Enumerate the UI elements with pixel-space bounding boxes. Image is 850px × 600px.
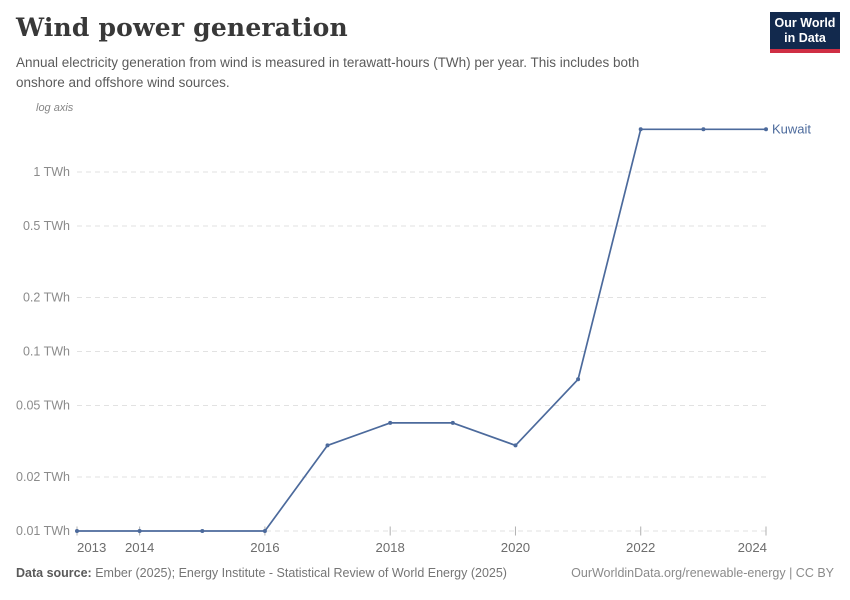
chart-subtitle-line1: Annual electricity generation from wind … (16, 55, 640, 70)
x-axis-tick-label: 2018 (376, 540, 405, 555)
data-point-2018[interactable] (388, 420, 393, 425)
y-axis-tick-label: 0.1 TWh (23, 345, 70, 359)
chart-footer: Data source: Ember (2025); Energy Instit… (16, 566, 834, 580)
x-axis-tick-label: 2020 (501, 540, 530, 555)
x-axis-tick-label: 2016 (250, 540, 279, 555)
chart-subtitle: Annual electricity generation from wind … (16, 53, 726, 93)
data-point-2024[interactable] (764, 127, 768, 132)
y-axis-tick-label: 0.2 TWh (23, 291, 70, 305)
data-source-label: Data source: (16, 566, 92, 580)
log-axis-note: log axis (36, 102, 74, 114)
data-source-note: Data source: Ember (2025); Energy Instit… (16, 566, 507, 580)
page-title: Wind power generation (16, 13, 348, 42)
data-point-2019[interactable] (450, 420, 455, 425)
y-axis-tick-label: 0.05 TWh (16, 399, 70, 413)
data-point-2023[interactable] (701, 127, 706, 132)
y-axis-tick-label: 0.5 TWh (23, 219, 70, 233)
owid-logo-line1: Our World (774, 16, 836, 30)
x-axis-tick-label: 2024 (738, 540, 767, 555)
y-axis-tick-label: 0.01 TWh (16, 524, 70, 538)
data-point-2016[interactable] (262, 529, 267, 533)
owid-url-license-link[interactable]: OurWorldinData.org/renewable-energy | CC… (571, 566, 834, 580)
x-axis-tick-label: 2014 (125, 540, 154, 555)
owid-logo[interactable]: Our World in Data (770, 12, 840, 53)
series-line-kuwait (76, 128, 767, 532)
chart-subtitle-line2: onshore and offshore wind sources. (16, 75, 230, 90)
data-point-2013[interactable] (75, 529, 79, 533)
data-point-2021[interactable] (576, 377, 581, 382)
data-point-2015[interactable] (200, 529, 205, 533)
data-point-2020[interactable] (513, 443, 518, 448)
data-point-2022[interactable] (638, 127, 643, 132)
data-point-2014[interactable] (137, 529, 142, 533)
owid-logo-line2: in Data (784, 31, 826, 45)
x-axis-tick-label: 2022 (626, 540, 655, 555)
x-axis-tick-label: 2013 (77, 540, 106, 555)
data-source-value: Ember (2025); Energy Institute - Statist… (91, 566, 507, 580)
series-label-kuwait[interactable]: Kuwait (772, 122, 811, 137)
y-axis-tick-label: 1 TWh (33, 165, 70, 179)
data-point-2017[interactable] (325, 443, 330, 448)
y-axis-tick-label: 0.02 TWh (16, 470, 70, 484)
